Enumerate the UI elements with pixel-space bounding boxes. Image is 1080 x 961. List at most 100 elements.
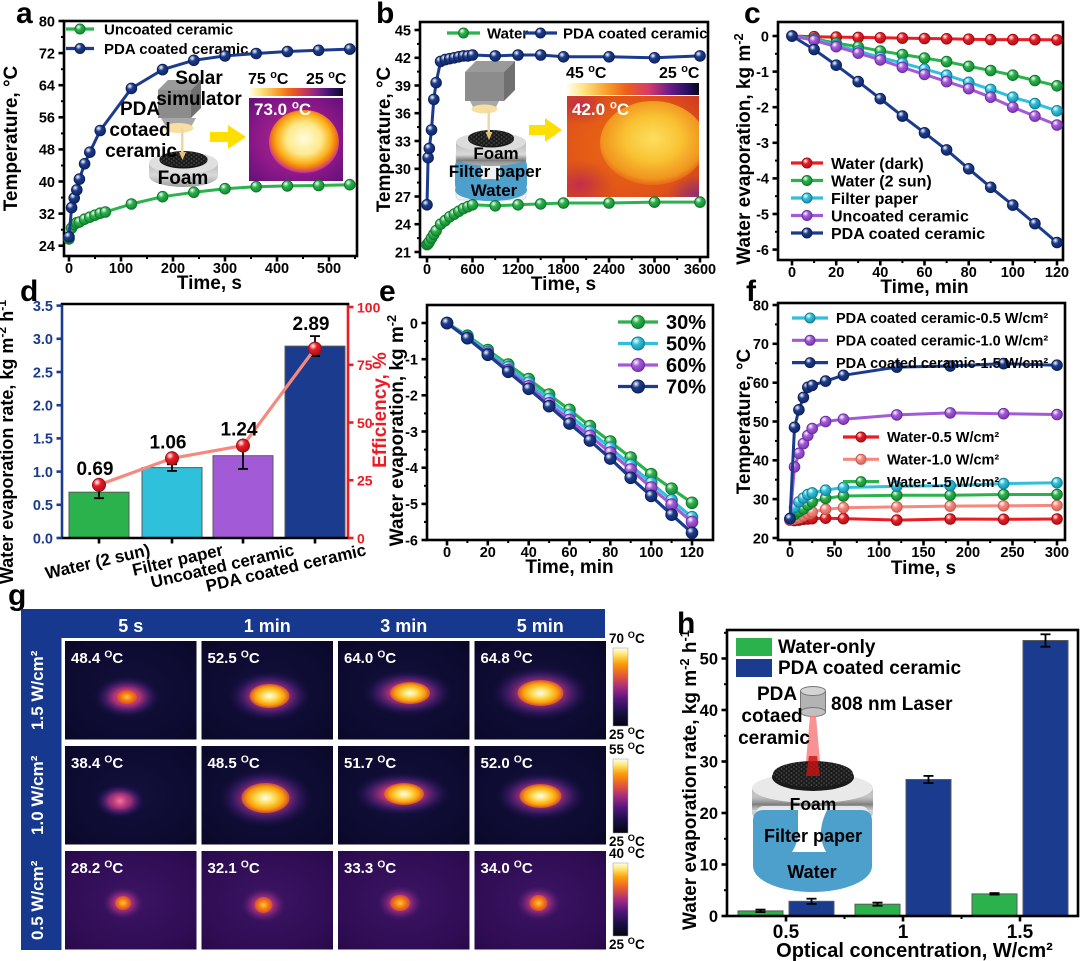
- svg-text:Foam: Foam: [473, 144, 518, 163]
- svg-text:1800: 1800: [547, 262, 579, 278]
- svg-text:72: 72: [39, 46, 55, 62]
- svg-text:60: 60: [753, 376, 769, 392]
- svg-text:b: b: [376, 0, 394, 30]
- svg-text:Time, s: Time, s: [891, 558, 956, 579]
- svg-text:60%: 60%: [666, 355, 706, 377]
- svg-text:300: 300: [213, 261, 237, 277]
- svg-text:5 s: 5 s: [118, 616, 143, 636]
- svg-text:0: 0: [65, 261, 73, 277]
- svg-text:32: 32: [39, 207, 55, 223]
- svg-text:PDA coated ceramic-1.0 W/cm²: PDA coated ceramic-1.0 W/cm²: [836, 334, 1048, 350]
- svg-text:30: 30: [753, 492, 769, 508]
- svg-text:c: c: [744, 0, 761, 30]
- svg-text:33.3 OC: 33.3 OC: [344, 859, 396, 877]
- svg-text:1.0 W/cm²: 1.0 W/cm²: [28, 755, 47, 835]
- svg-text:Water (2 sun): Water (2 sun): [831, 173, 932, 190]
- svg-text:Water-0.5 W/cm²: Water-0.5 W/cm²: [887, 430, 999, 446]
- svg-text:64: 64: [39, 79, 55, 95]
- svg-text:25 oC: 25 oC: [306, 69, 347, 88]
- svg-text:-1: -1: [756, 65, 769, 81]
- svg-text:Time, min: Time, min: [525, 557, 613, 578]
- svg-text:100: 100: [1001, 265, 1025, 281]
- svg-text:Uncoated ceramic: Uncoated ceramic: [831, 208, 969, 225]
- svg-text:e: e: [379, 275, 396, 308]
- svg-text:Temperature, °C: Temperature, °C: [374, 66, 395, 212]
- svg-text:1 min: 1 min: [244, 616, 291, 636]
- svg-text:55 OC: 55 OC: [609, 741, 645, 757]
- svg-text:PDA coated ceramic: PDA coated ceramic: [778, 658, 961, 679]
- svg-text:2400: 2400: [593, 262, 625, 278]
- svg-text:52.0 OC: 52.0 OC: [481, 754, 533, 772]
- svg-text:1.24: 1.24: [221, 420, 258, 441]
- svg-text:1.5: 1.5: [33, 432, 53, 448]
- svg-text:80: 80: [602, 545, 618, 561]
- svg-text:32.1 OC: 32.1 OC: [208, 859, 260, 877]
- svg-text:25 oC: 25 oC: [659, 63, 700, 82]
- svg-text:200: 200: [956, 545, 980, 561]
- svg-text:64.0 OC: 64.0 OC: [344, 649, 396, 667]
- svg-text:21: 21: [395, 245, 411, 261]
- svg-text:40: 40: [872, 265, 888, 281]
- svg-text:Water: Water: [787, 862, 836, 882]
- svg-text:73.0 oC: 73.0 oC: [254, 99, 311, 120]
- svg-text:808 nm Laser: 808 nm Laser: [831, 694, 953, 715]
- svg-text:Uncoated ceramic: Uncoated ceramic: [104, 21, 233, 38]
- svg-text:120: 120: [680, 545, 704, 561]
- svg-text:0.5 W/cm²: 0.5 W/cm²: [28, 860, 47, 940]
- svg-text:20: 20: [700, 805, 718, 823]
- svg-text:PDA coated ceramic: PDA coated ceramic: [831, 226, 985, 243]
- svg-text:d: d: [20, 275, 38, 308]
- svg-text:Temperature, °C: Temperature, °C: [1, 65, 22, 211]
- svg-text:0: 0: [786, 545, 794, 561]
- svg-text:Time, min: Time, min: [880, 277, 968, 298]
- svg-text:40: 40: [753, 454, 769, 470]
- svg-text:42: 42: [395, 51, 411, 67]
- svg-text:Water evaporation, kg m-2: Water evaporation, kg m-2: [731, 33, 755, 264]
- svg-text:75 oC: 75 oC: [248, 69, 289, 88]
- svg-text:PDA: PDA: [757, 684, 797, 705]
- svg-text:1200: 1200: [502, 262, 534, 278]
- svg-text:Water: Water: [471, 181, 518, 200]
- svg-text:cotaed: cotaed: [741, 706, 802, 727]
- svg-text:40: 40: [521, 545, 537, 561]
- svg-text:PDA: PDA: [120, 99, 160, 120]
- svg-text:30: 30: [395, 162, 411, 178]
- svg-text:48.4 OC: 48.4 OC: [71, 649, 123, 667]
- svg-text:Water-1.0 W/cm²: Water-1.0 W/cm²: [887, 453, 999, 469]
- svg-text:39: 39: [395, 79, 411, 95]
- svg-text:Water-only: Water-only: [778, 637, 876, 658]
- svg-text:100: 100: [109, 261, 133, 277]
- svg-text:100: 100: [357, 299, 381, 315]
- svg-text:Optical concentration, W/cm²: Optical concentration, W/cm²: [776, 940, 1053, 961]
- svg-text:1.5: 1.5: [1007, 922, 1034, 943]
- svg-text:42.0 oC: 42.0 oC: [572, 99, 629, 120]
- svg-text:PDA coated ceramic-1.5 W/cm²: PDA coated ceramic-1.5 W/cm²: [836, 356, 1048, 372]
- svg-text:Filter paper: Filter paper: [449, 162, 542, 181]
- svg-text:3 min: 3 min: [380, 616, 427, 636]
- svg-text:50: 50: [753, 415, 769, 431]
- svg-text:ceramic: ceramic: [105, 141, 177, 162]
- svg-text:h: h: [677, 607, 695, 640]
- svg-text:51.7 OC: 51.7 OC: [344, 754, 396, 772]
- svg-text:50%: 50%: [666, 334, 706, 356]
- svg-text:1.06: 1.06: [150, 432, 187, 453]
- svg-text:f: f: [746, 275, 757, 308]
- svg-text:100: 100: [867, 545, 891, 561]
- svg-text:60: 60: [561, 545, 577, 561]
- svg-text:10: 10: [700, 857, 718, 875]
- svg-text:-5: -5: [756, 207, 769, 223]
- svg-text:0.5: 0.5: [773, 922, 800, 943]
- svg-text:5 min: 5 min: [517, 616, 564, 636]
- svg-text:40: 40: [700, 702, 718, 720]
- svg-text:-4: -4: [756, 172, 769, 188]
- svg-text:25: 25: [357, 473, 373, 489]
- svg-text:300: 300: [1045, 545, 1069, 561]
- svg-text:50: 50: [826, 545, 842, 561]
- svg-text:-2: -2: [756, 101, 769, 117]
- svg-text:33: 33: [395, 134, 411, 150]
- svg-text:0: 0: [788, 265, 796, 281]
- svg-text:0: 0: [443, 545, 451, 561]
- svg-text:Efficiency, %: Efficiency, %: [370, 352, 391, 468]
- svg-text:100: 100: [639, 545, 663, 561]
- svg-text:0.5: 0.5: [33, 498, 53, 514]
